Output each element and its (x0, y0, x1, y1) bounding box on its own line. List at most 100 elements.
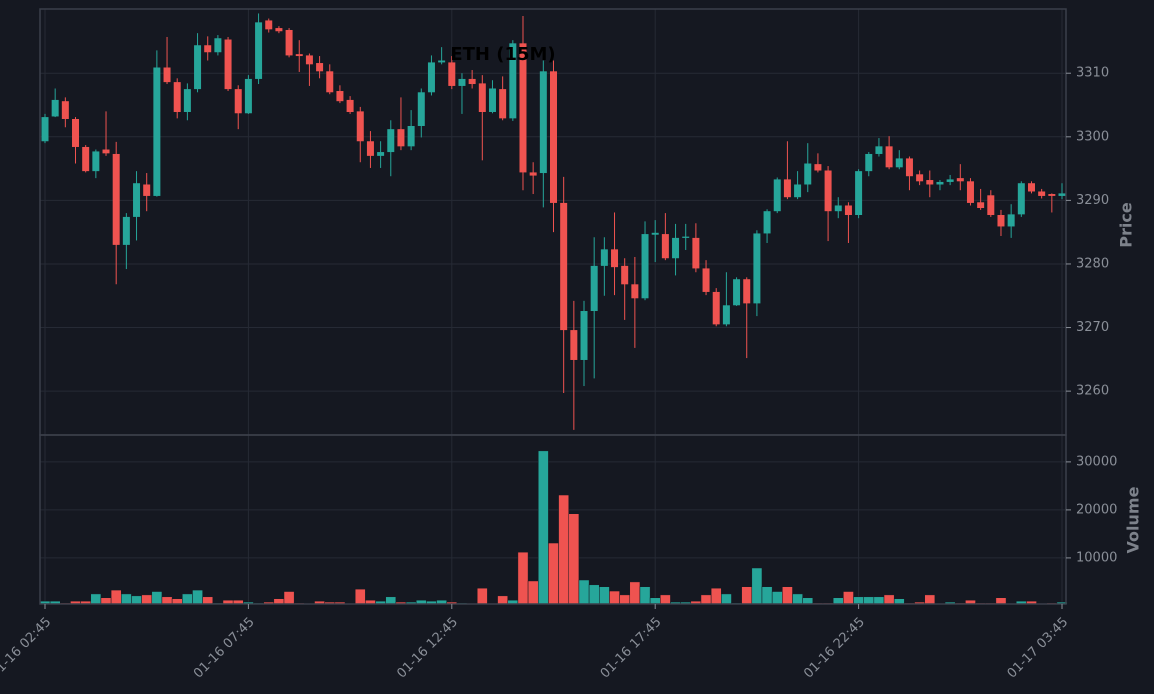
candle-body (641, 234, 649, 299)
volume-tick-label: 30000 (1076, 454, 1117, 469)
candle-body (427, 62, 435, 93)
candle-body (773, 179, 781, 212)
candle-body (51, 99, 59, 117)
volume-bar (568, 513, 580, 605)
candle-body (743, 279, 751, 304)
candle-body (204, 45, 212, 53)
volume-bar (527, 580, 539, 605)
candle-body (295, 54, 303, 57)
candle-body (61, 101, 69, 119)
y-tick-label: 3280 (1076, 256, 1109, 271)
candle-body (407, 125, 415, 147)
candle-body (377, 152, 385, 156)
candle-body (997, 215, 1005, 227)
candle-body (387, 129, 395, 153)
candle-body (224, 39, 232, 90)
volume-bar (639, 586, 651, 605)
candle-body (356, 111, 364, 142)
volume-bar (548, 542, 559, 605)
y-tick-label: 3260 (1076, 384, 1109, 399)
candle-body (234, 89, 242, 114)
candle-body (600, 249, 608, 266)
y-tick-label: 3270 (1076, 320, 1109, 335)
candle-body (72, 118, 80, 147)
candle-body (672, 237, 680, 259)
candle-body (143, 184, 151, 196)
grid (40, 9, 1066, 604)
candle-body (1027, 183, 1035, 192)
candle-body (194, 45, 202, 90)
candle-body (834, 205, 842, 212)
candle-body (712, 291, 720, 325)
candle-body (244, 78, 252, 114)
volume-bar (609, 590, 620, 605)
volume-bar (558, 494, 570, 605)
candle-body (916, 174, 924, 182)
candle-body (611, 249, 619, 268)
volume-bar (497, 595, 508, 605)
volume-bar (273, 598, 285, 605)
volume-bar (629, 581, 641, 605)
candle-body (417, 92, 425, 126)
volume-bar (832, 597, 844, 605)
candle-body (682, 236, 690, 238)
candle-body (621, 265, 629, 285)
candle-body (1048, 194, 1056, 196)
candle-body (346, 99, 354, 113)
candle-body (458, 78, 466, 86)
candle-body (733, 279, 741, 306)
chart-title: ETH (15M) (450, 44, 555, 65)
candle-body (692, 237, 700, 269)
volume-bar (283, 591, 295, 605)
candle-body (529, 172, 537, 176)
volume-bar (110, 589, 122, 605)
volume-tick-label: 20000 (1076, 502, 1117, 517)
volume-bar (90, 593, 102, 605)
candle-body (590, 265, 598, 312)
candle-body (956, 178, 964, 182)
volume-bar (710, 587, 722, 605)
candle-body (763, 211, 771, 234)
volume-bar (588, 584, 600, 605)
candle-body (550, 71, 557, 203)
candle-body (1017, 183, 1025, 215)
y-tick-label: 3290 (1076, 193, 1109, 208)
volume-bar (802, 597, 814, 605)
y-axis-label: Price (1117, 202, 1136, 248)
volume-bar (843, 591, 854, 605)
candle-body (936, 181, 944, 185)
volume-bar (182, 593, 193, 605)
volume-bar (121, 593, 132, 605)
candle-body (814, 164, 822, 171)
candle-body (905, 158, 913, 177)
candle-body (102, 149, 110, 154)
volume-bar (151, 591, 163, 605)
candle-body (966, 181, 974, 203)
candle-body (560, 202, 568, 331)
candle-body (509, 43, 517, 119)
candle-body (783, 179, 791, 198)
volume-bar (192, 589, 203, 605)
volume-bar (995, 597, 1007, 605)
candle-body (865, 153, 873, 172)
candle-body (285, 29, 293, 56)
candle-body (885, 146, 893, 168)
y-tick-label: 3300 (1076, 129, 1109, 144)
candle-body (448, 62, 456, 86)
volume-bar (873, 596, 885, 605)
candle-body (173, 82, 181, 113)
candle-body (570, 330, 578, 360)
candle-body (316, 63, 324, 72)
volume-frame (39, 434, 1067, 605)
candle-body (1058, 193, 1066, 196)
volume-bar (853, 596, 864, 605)
volume-bar (517, 551, 529, 605)
candle-body (478, 83, 486, 113)
candle-body (1007, 214, 1015, 227)
candle-body (753, 233, 761, 304)
candle-body (153, 67, 161, 196)
candle-body (519, 43, 527, 173)
candle-body (41, 117, 49, 142)
candle-body (926, 180, 934, 185)
volume-axis-label: Volume (1124, 486, 1143, 553)
